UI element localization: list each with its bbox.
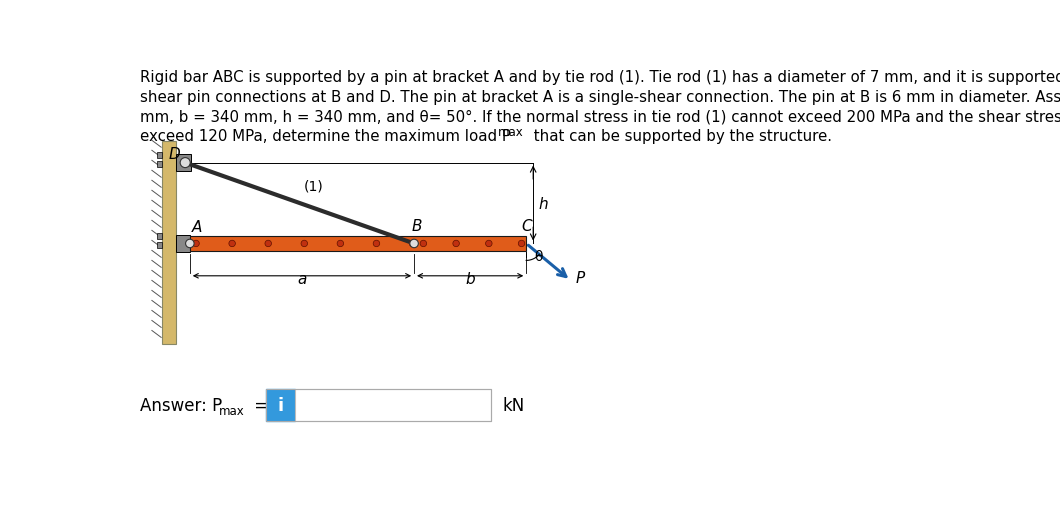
Text: i: i [278,397,284,414]
Circle shape [420,241,426,247]
Circle shape [518,241,525,247]
Text: (1): (1) [303,179,323,193]
Bar [157,233,162,239]
Bar [190,237,526,251]
Bar [296,389,491,421]
Circle shape [410,240,419,248]
Text: D: D [169,147,180,162]
Text: C: C [522,219,532,234]
Bar [157,242,162,248]
Bar [176,155,192,172]
Bar [176,236,190,252]
Circle shape [180,158,190,168]
Circle shape [409,241,416,247]
Text: that can be supported by the structure.: that can be supported by the structure. [529,129,832,144]
Text: exceed 120 MPa, determine the maximum load P: exceed 120 MPa, determine the maximum lo… [140,129,511,144]
Circle shape [229,241,235,247]
Text: Rigid bar ABC is supported by a pin at bracket A and by tie rod (1). Tie rod (1): Rigid bar ABC is supported by a pin at b… [140,70,1060,86]
Text: shear pin connections at B and D. The pin at bracket A is a single-shear connect: shear pin connections at B and D. The pi… [140,90,1060,105]
Text: mm, b = 340 mm, h = 340 mm, and θ= 50°. If the normal stress in tie rod (1) cann: mm, b = 340 mm, h = 340 mm, and θ= 50°. … [140,109,1060,125]
Circle shape [301,241,307,247]
Bar [162,142,176,344]
Text: B: B [411,219,422,234]
Text: a: a [297,272,306,287]
Bar [157,162,162,168]
Text: h: h [538,196,548,211]
Circle shape [373,241,379,247]
Text: max: max [219,404,245,417]
Text: θ: θ [534,249,543,263]
Circle shape [485,241,492,247]
Text: =: = [249,397,273,414]
Text: A: A [192,220,202,235]
Text: max: max [498,126,524,138]
Bar [266,389,296,421]
Circle shape [193,241,199,247]
Circle shape [453,241,459,247]
Bar [266,389,491,421]
Circle shape [265,241,271,247]
Bar [157,153,162,159]
Circle shape [186,240,194,248]
Circle shape [337,241,343,247]
Text: kN: kN [502,397,525,414]
Text: b: b [465,272,475,287]
Text: Answer: P: Answer: P [140,397,223,414]
Text: P: P [576,271,585,286]
